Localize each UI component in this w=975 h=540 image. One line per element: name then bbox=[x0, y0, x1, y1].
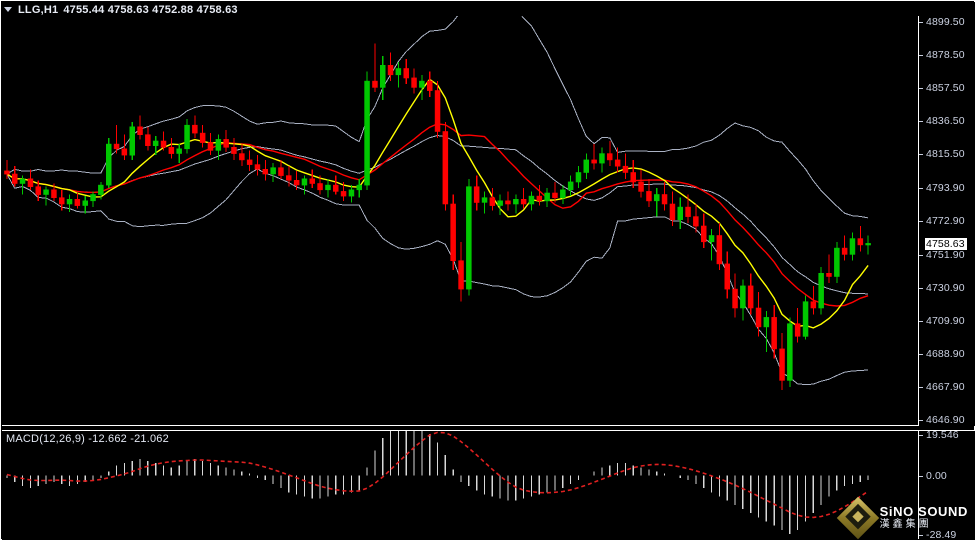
macd-axis-label: -28.49 bbox=[926, 529, 957, 540]
price-axis-tick bbox=[919, 154, 923, 156]
price-axis-label: 4646.90 bbox=[926, 414, 965, 426]
macd-panel[interactable]: MACD(12,26,9) -12.662 -21.062 19.546 0.00… bbox=[2, 429, 975, 540]
price-axis-tick bbox=[919, 188, 923, 190]
price-axis-label: 4667.90 bbox=[926, 380, 965, 393]
symbol-label: LLG,H1 bbox=[18, 3, 59, 16]
macd-axis-label: 19.546 bbox=[926, 429, 959, 441]
price-axis-tick bbox=[919, 88, 923, 90]
price-axis-label: 4793.90 bbox=[926, 182, 965, 195]
logo-text: SiNO SOUND 漢鑫集團 bbox=[880, 505, 968, 530]
price-axis-label: 4815.50 bbox=[926, 148, 965, 161]
price-axis-tick bbox=[919, 287, 923, 289]
price-axis-label: 4857.50 bbox=[926, 82, 965, 95]
symbol-header[interactable]: LLG,H1 4755.44 4758.63 4752.88 4758.63 bbox=[4, 3, 238, 16]
macd-plot-area[interactable] bbox=[2, 431, 919, 539]
macd-svg bbox=[6, 431, 869, 534]
macd-axis-tick bbox=[919, 475, 923, 477]
diamond-logo-icon bbox=[836, 496, 879, 540]
triangle-down-icon[interactable] bbox=[4, 7, 12, 12]
current-price-label: 4758.63 bbox=[925, 237, 967, 250]
price-axis-tick bbox=[919, 121, 923, 123]
price-axis-tick bbox=[919, 353, 923, 355]
price-axis[interactable]: 4899.50 4878.50 4857.50 4836.50 4815.50 4793.… bbox=[919, 16, 975, 426]
macd-axis[interactable]: 19.546 0.00 -28.49 bbox=[919, 429, 975, 540]
price-axis-label: 4688.90 bbox=[926, 347, 965, 360]
price-axis-label: 4751.90 bbox=[926, 248, 965, 261]
macd-axis-tick bbox=[919, 435, 923, 436]
price-axis-tick bbox=[919, 55, 923, 57]
price-axis-tick bbox=[919, 386, 923, 388]
logo-name-cn: 漢鑫集團 bbox=[879, 519, 932, 531]
logo-name-en: SiNO SOUND bbox=[879, 504, 968, 520]
sino-sound-logo: SiNO SOUND 漢鑫集團 bbox=[836, 496, 968, 540]
price-axis-tick bbox=[919, 22, 923, 23]
price-axis-tick bbox=[919, 420, 923, 421]
macd-axis-tick bbox=[919, 535, 923, 536]
price-axis-tick bbox=[919, 320, 923, 322]
ohlc-values: 4755.44 4758.63 4752.88 4758.63 bbox=[63, 3, 238, 16]
price-axis-label: 4730.90 bbox=[926, 281, 965, 294]
price-chart-panel[interactable]: LLG,H1 4755.44 4758.63 4752.88 4758.63 4… bbox=[2, 2, 975, 426]
macd-title: MACD(12,26,9) -12.662 -21.062 bbox=[6, 433, 169, 445]
macd-axis-label: 0.00 bbox=[926, 469, 947, 482]
price-axis-label: 4709.90 bbox=[926, 314, 965, 327]
price-axis-label: 4772.90 bbox=[926, 215, 965, 228]
price-axis-label: 4836.50 bbox=[926, 115, 965, 128]
price-axis-tick bbox=[919, 254, 923, 256]
price-axis-label: 4899.50 bbox=[926, 16, 965, 28]
price-plot-area[interactable] bbox=[2, 16, 919, 426]
candlestick-svg bbox=[4, 16, 871, 390]
price-axis-tick bbox=[919, 221, 923, 223]
price-axis-label: 4878.50 bbox=[926, 49, 965, 62]
